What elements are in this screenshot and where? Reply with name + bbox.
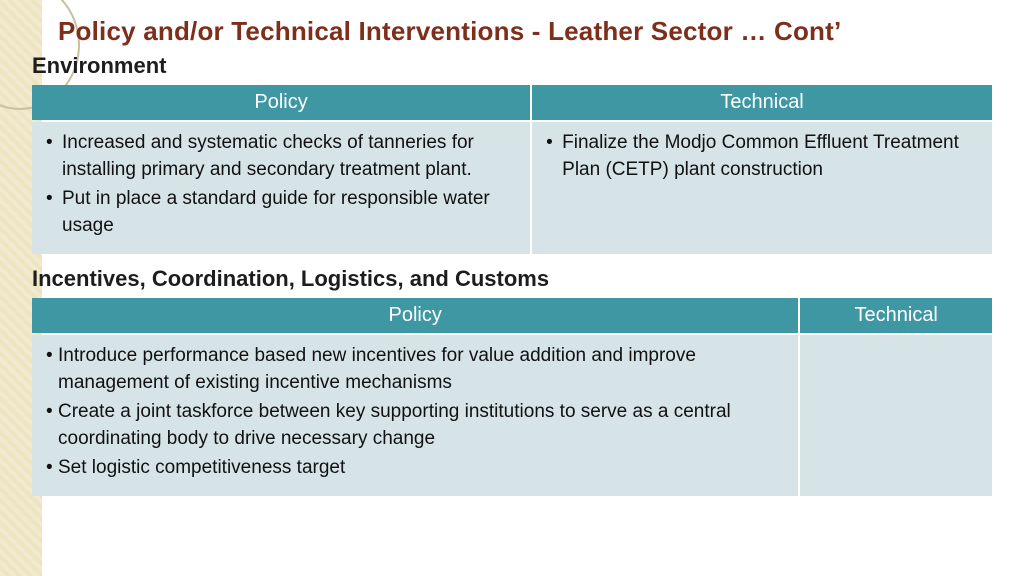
list-item: Increased and systematic checks of tanne… — [44, 130, 518, 184]
technical-cell: Finalize the Modjo Common Effluent Treat… — [532, 122, 992, 254]
policy-cell: Increased and systematic checks of tanne… — [32, 122, 530, 254]
section-heading-environment: Environment — [32, 53, 994, 79]
policy-cell: Introduce performance based new incentiv… — [32, 335, 798, 496]
incentives-table: Policy Technical Introduce performance b… — [30, 296, 994, 498]
col-header-policy: Policy — [32, 298, 798, 333]
col-header-policy: Policy — [32, 85, 530, 120]
list-item: Finalize the Modjo Common Effluent Treat… — [544, 130, 980, 184]
list-item: Create a joint taskforce between key sup… — [44, 399, 786, 453]
list-item: Put in place a standard guide for respon… — [44, 186, 518, 240]
slide-title: Policy and/or Technical Interventions - … — [58, 16, 994, 47]
list-item: Introduce performance based new incentiv… — [44, 343, 786, 397]
table-row: Increased and systematic checks of tanne… — [32, 122, 992, 254]
col-header-technical: Technical — [532, 85, 992, 120]
technical-cell — [800, 335, 992, 496]
table-row: Introduce performance based new incentiv… — [32, 335, 992, 496]
slide: Policy and/or Technical Interventions - … — [0, 0, 1024, 576]
section-heading-incentives: Incentives, Coordination, Logistics, and… — [32, 266, 994, 292]
col-header-technical: Technical — [800, 298, 992, 333]
environment-table: Policy Technical Increased and systemati… — [30, 83, 994, 256]
list-item: Set logistic competitiveness target — [44, 455, 786, 482]
